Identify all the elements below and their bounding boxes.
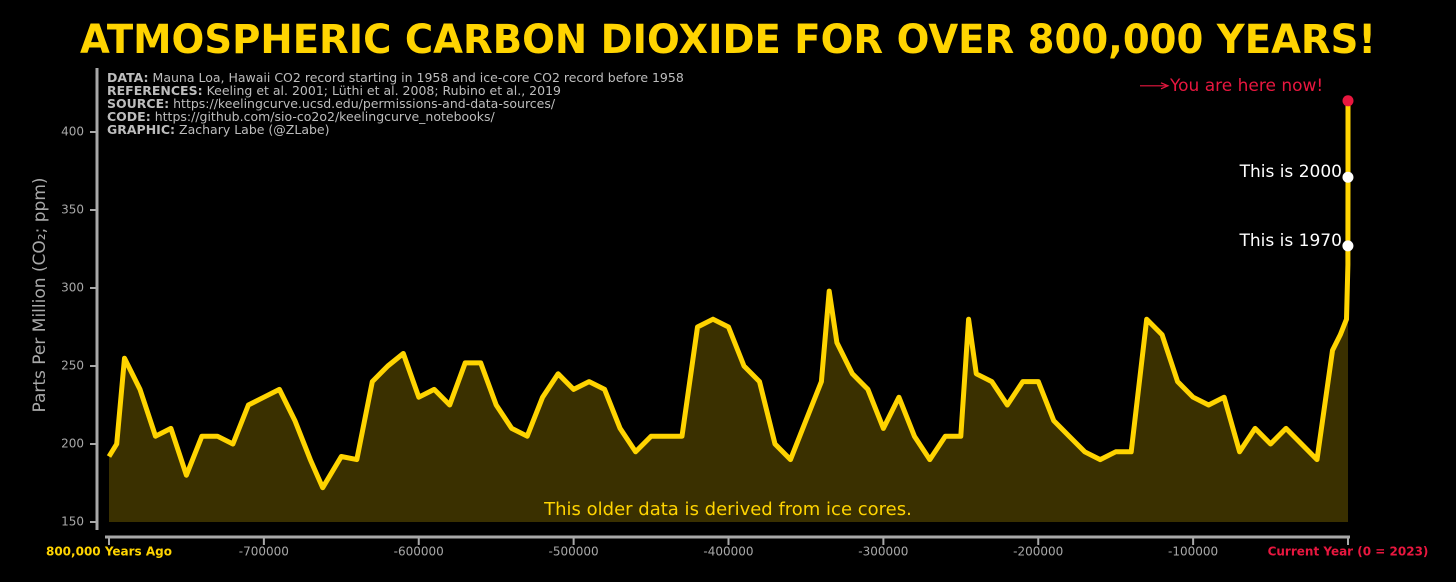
annotation: This is 1970 <box>1239 231 1342 251</box>
plot <box>106 100 1351 523</box>
note-key: SOURCE: <box>107 96 169 111</box>
x-tick-label: -100000 <box>1168 545 1218 559</box>
annotation: This is 2000 <box>1239 162 1342 182</box>
note-key: REFERENCES: <box>107 83 203 98</box>
note: REFERENCES: Keeling et al. 2001; Lüthi et… <box>107 83 561 98</box>
ice-core-note: This older data is derived from ice core… <box>543 499 912 520</box>
note-key: CODE: <box>107 109 151 124</box>
note: SOURCE: https://keelingcurve.ucsd.edu/per… <box>107 96 556 111</box>
y-tick-label: 250 <box>61 359 84 373</box>
x-tick-label: -500000 <box>549 545 599 559</box>
note: DATA: Mauna Loa, Hawaii CO2 record starti… <box>107 70 684 85</box>
note-text: https://github.com/sio-co2o2/keelingcurv… <box>155 109 496 124</box>
x-tick-label: -700000 <box>239 545 289 559</box>
x-tick-label: -600000 <box>394 545 444 559</box>
arrow-head <box>1160 82 1170 90</box>
chart-title: ATMOSPHERIC CARBON DIOXIDE FOR OVER 800,… <box>80 17 1376 63</box>
x-tick-label: -300000 <box>858 545 908 559</box>
y-tick-label: 300 <box>61 281 84 295</box>
note-text: Mauna Loa, Hawaii CO2 record starting in… <box>153 70 684 85</box>
area <box>109 100 1348 523</box>
line <box>106 100 1351 491</box>
y-tick-label: 400 <box>61 125 84 139</box>
highlight-dot <box>1342 171 1354 183</box>
y-axis-label: Parts Per Million (CO₂; ppm) <box>30 177 50 412</box>
note-key: DATA: <box>107 70 149 85</box>
highlight-dot <box>1342 240 1354 252</box>
note-text: https://keelingcurve.ucsd.edu/permission… <box>173 96 556 111</box>
annotation: You are here now! <box>1169 76 1323 96</box>
note: CODE: https://github.com/sio-co2o2/keelin… <box>107 109 496 124</box>
x-tick-label: Current Year (0 = 2023) <box>1268 545 1429 559</box>
highlight-dot <box>1342 95 1354 107</box>
y-tick-label: 150 <box>61 515 84 529</box>
y-tick-label: 350 <box>61 203 84 217</box>
note-text: Keeling et al. 2001; Lüthi et al. 2008; … <box>207 83 561 98</box>
x-tick-label: 800,000 Years Ago <box>46 545 172 559</box>
note-key: GRAPHIC: <box>107 122 175 137</box>
y-tick-label: 200 <box>61 437 84 451</box>
note: GRAPHIC: Zachary Labe (@ZLabe) <box>107 122 330 137</box>
note-text: Zachary Labe (@ZLabe) <box>179 122 329 137</box>
x-tick-label: -200000 <box>1013 545 1063 559</box>
x-tick-label: -400000 <box>703 545 753 559</box>
